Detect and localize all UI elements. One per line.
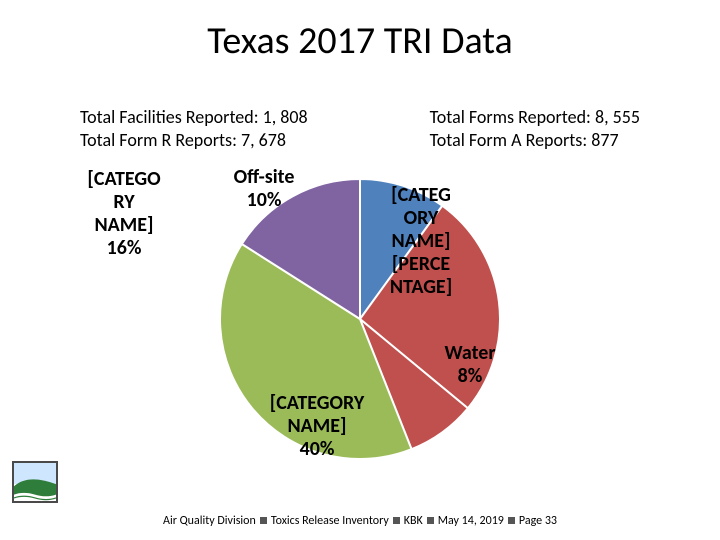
page-title: Texas 2017 TRI Data [0, 18, 720, 64]
stats-right: Total Forms Reported: 8, 555 Total Form … [430, 106, 640, 153]
footer-part: Page 33 [519, 514, 557, 528]
footer-separator-icon [393, 517, 400, 524]
pie-slice-label: [CATEGORYNAME]16% [74, 168, 174, 260]
agency-logo-icon [12, 461, 58, 508]
pie-slice-label: [CATEGORYNAME]40% [252, 392, 382, 461]
footer-separator-icon [508, 517, 515, 524]
pie-slice-label: Off-site10% [219, 166, 309, 212]
footer-part: KBK [404, 514, 423, 528]
stats-row: Total Facilities Reported: 1, 808 Total … [80, 106, 640, 153]
pie-slice-label: Water8% [430, 342, 510, 388]
footer-part: May 14, 2019 [438, 514, 504, 528]
stats-left: Total Facilities Reported: 1, 808 Total … [80, 106, 308, 153]
logo-svg [12, 461, 58, 503]
footer-separator-icon [427, 517, 434, 524]
footer-part: Toxics Release Inventory [271, 514, 389, 528]
footer-separator-icon [260, 517, 267, 524]
footer-part: Air Quality Division [163, 514, 256, 528]
pie-slice-label: [CATEGORYNAME][PERCENTAGE] [376, 184, 466, 299]
footer-text: Air Quality Division Toxics Release Inven… [0, 514, 720, 528]
